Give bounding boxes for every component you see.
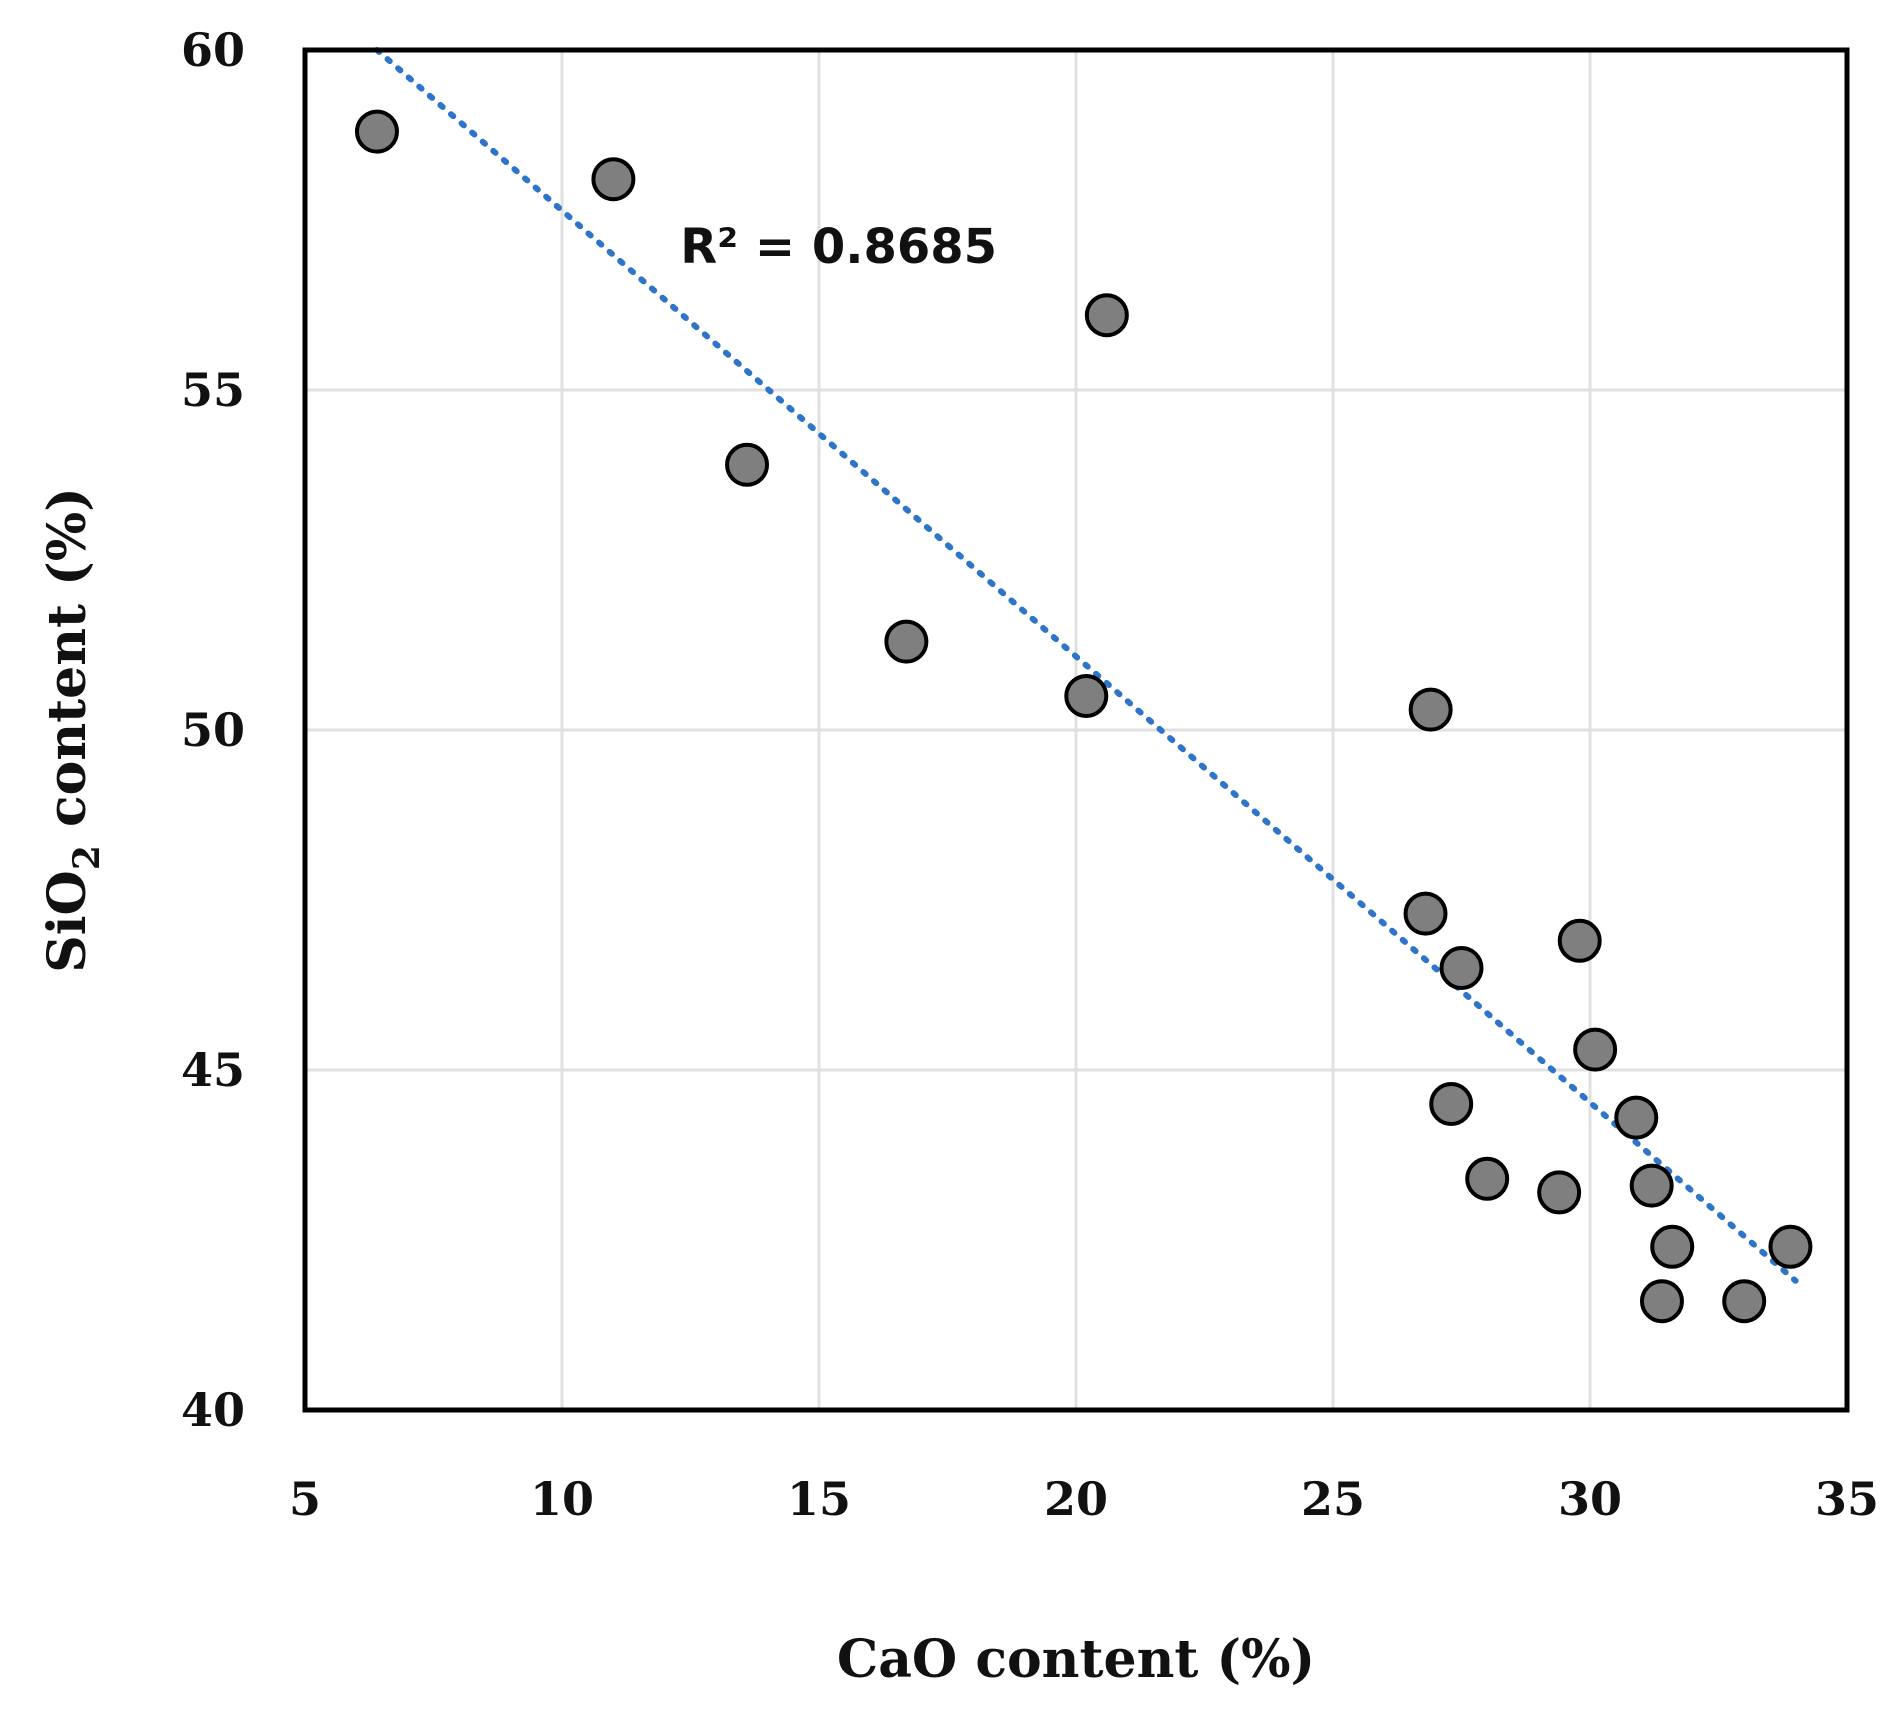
data-point	[725, 442, 770, 487]
data-point	[1768, 1224, 1813, 1269]
x-tick-label: 15	[787, 1472, 851, 1526]
data-point	[591, 157, 636, 202]
data-point	[1064, 674, 1109, 718]
y-axis-title-main: SiO	[37, 870, 98, 973]
y-axis-title-rest: content (%)	[37, 487, 98, 845]
x-tick-label: 10	[530, 1472, 594, 1526]
data-point	[1429, 1082, 1474, 1126]
trendline	[373, 47, 1799, 1284]
x-tick-labels: 5 10 15 20 25 30 35	[289, 1472, 1879, 1526]
x-tick-label: 35	[1815, 1472, 1879, 1526]
data-point	[1537, 1170, 1582, 1215]
data-point	[1629, 1163, 1674, 1208]
y-axis-title-subscript: 2	[66, 845, 108, 870]
data-points	[354, 109, 1813, 1324]
data-point	[1403, 891, 1448, 936]
grid-lines	[305, 50, 1847, 1410]
annotations: R² = 0.8685	[680, 219, 997, 275]
y-tick-label: 55	[181, 363, 245, 417]
data-point	[1557, 918, 1602, 963]
data-point	[1084, 293, 1129, 338]
data-point	[1722, 1279, 1767, 1324]
x-tick-label: 20	[1044, 1472, 1108, 1526]
data-point	[1573, 1027, 1618, 1072]
x-tick-label: 30	[1558, 1472, 1622, 1526]
r-squared-annotation: R² = 0.8685	[680, 219, 997, 275]
x-axis-title: CaO content (%)	[837, 1629, 1315, 1690]
data-point	[1465, 1156, 1510, 1201]
data-point	[1439, 946, 1484, 990]
trendline-layer	[373, 47, 1799, 1284]
y-tick-label: 50	[181, 703, 245, 757]
data-point	[1614, 1095, 1659, 1140]
y-tick-label: 40	[181, 1383, 245, 1437]
x-tick-label: 25	[1301, 1472, 1365, 1526]
data-point	[884, 619, 929, 664]
y-tick-labels: 40 45 50 55 60	[181, 23, 245, 1437]
data-point	[1408, 687, 1453, 732]
x-tick-label: 5	[289, 1472, 321, 1526]
y-tick-label: 45	[181, 1043, 245, 1097]
y-tick-label: 60	[181, 23, 245, 77]
data-point	[354, 109, 399, 154]
data-point	[1650, 1224, 1695, 1269]
plot-frame	[302, 47, 1850, 1413]
y-axis-title: SiO2 content (%)	[37, 487, 108, 973]
data-point	[1639, 1279, 1684, 1324]
